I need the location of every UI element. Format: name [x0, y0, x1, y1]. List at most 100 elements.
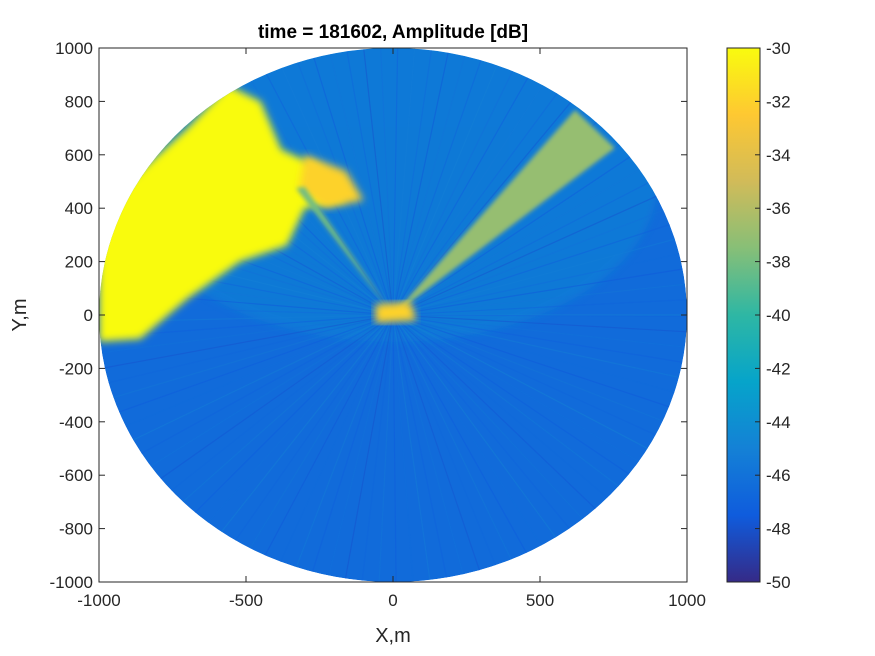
radial-streak — [161, 314, 394, 521]
radial-streak — [392, 61, 559, 316]
radial-streak — [392, 214, 687, 316]
radial-streak — [126, 314, 394, 482]
y-tick-label: 800 — [65, 92, 93, 111]
radial-streak — [392, 314, 687, 368]
radial-streak — [303, 314, 394, 582]
y-tick-label: -1000 — [50, 573, 93, 592]
radial-streak — [392, 314, 524, 582]
radial-streak — [137, 314, 394, 496]
colorbar-tick-label: -32 — [766, 92, 791, 111]
radial-streak — [321, 314, 394, 582]
y-tick-label: -800 — [59, 520, 93, 539]
radial-streak — [392, 199, 687, 316]
strong-return-northwest — [99, 85, 346, 342]
radial-streak — [174, 314, 394, 533]
center-return — [375, 301, 417, 324]
radial-streak — [392, 314, 588, 551]
radial-streak — [392, 314, 603, 540]
colorbar-tick-label: -50 — [766, 573, 791, 592]
radial-streak — [189, 314, 394, 544]
radial-streak — [116, 314, 394, 468]
radial-streak — [392, 314, 683, 448]
radial-streak — [392, 140, 654, 316]
radial-streak — [392, 314, 573, 560]
radial-streak — [392, 314, 664, 477]
radial-streak — [392, 263, 687, 316]
x-axis-label: X,m — [375, 625, 411, 647]
x-tick-label: 1000 — [668, 591, 706, 610]
y-tick-label: 1000 — [55, 39, 93, 58]
radial-streak — [358, 314, 394, 582]
radial-streak — [360, 48, 394, 316]
colorbar-tick-label: -46 — [766, 466, 791, 485]
radial-streak — [392, 314, 687, 351]
y-tick-label: 200 — [65, 253, 93, 272]
radial-streak — [392, 280, 687, 316]
radial-streak — [99, 314, 394, 374]
radial-streak — [392, 297, 687, 316]
radial-streak — [99, 314, 394, 407]
radial-streak — [392, 154, 665, 316]
colorbar-tick-label: -34 — [766, 146, 791, 165]
colorbar-tick-label: -40 — [766, 306, 791, 325]
radial-streak — [392, 247, 687, 316]
radial-streak — [392, 314, 687, 417]
colorbar — [726, 47, 761, 583]
radial-streak — [235, 314, 394, 572]
colorbar-tick-label: -44 — [766, 413, 791, 432]
y-tick-label: 0 — [84, 306, 93, 325]
radial-streak — [392, 231, 687, 316]
y-tick-label: -600 — [59, 466, 93, 485]
radial-streak — [323, 48, 394, 316]
radial-streak — [392, 314, 687, 335]
colorbar-tick-label: -42 — [766, 359, 791, 378]
radial-streak — [99, 314, 394, 423]
y-tick-label: -200 — [59, 359, 93, 378]
radial-streak — [392, 48, 526, 316]
radial-streak — [392, 48, 418, 316]
beam-northeast — [393, 109, 615, 315]
radial-streak — [392, 314, 687, 385]
radial-streak — [392, 314, 630, 517]
colorbar-tick-label: -36 — [766, 199, 791, 218]
radial-streak — [392, 314, 642, 504]
colorbar-tick-label: -38 — [766, 253, 791, 272]
y-axis-label: Y,m — [9, 299, 31, 332]
radial-streak — [106, 314, 394, 453]
radial-streak — [268, 314, 394, 582]
radial-streak — [392, 168, 675, 316]
beam-northwest — [295, 186, 393, 315]
x-tick-label: 0 — [388, 591, 397, 610]
radial-streak — [392, 48, 436, 316]
radial-streak — [340, 314, 394, 582]
radial-streak — [392, 70, 574, 316]
x-tick-label: -500 — [229, 591, 263, 610]
radial-streak — [203, 314, 394, 554]
radial-streak — [392, 48, 455, 316]
radial-streak — [392, 127, 643, 316]
radial-streak — [392, 314, 653, 491]
radial-streak — [392, 314, 416, 582]
radial-streak — [392, 48, 491, 316]
y-tick-label: 400 — [65, 199, 93, 218]
y-tick-label: 600 — [65, 146, 93, 165]
radial-streak — [251, 314, 394, 580]
radial-streak — [392, 314, 471, 582]
radial-streak — [219, 314, 394, 564]
radial-streak — [99, 314, 394, 357]
radial-streak — [392, 314, 687, 318]
radial-streak — [392, 314, 687, 433]
radial-streak — [392, 314, 435, 582]
x-tick-label: 500 — [526, 591, 554, 610]
radial-streak — [392, 48, 399, 316]
radial-streak — [392, 48, 473, 316]
radial-streak — [341, 48, 394, 316]
radial-streak — [392, 314, 687, 401]
radial-streak — [148, 314, 394, 509]
radial-streak — [99, 314, 394, 438]
radial-streak — [392, 53, 542, 316]
radial-streak — [392, 314, 674, 463]
radial-streak — [392, 48, 508, 316]
